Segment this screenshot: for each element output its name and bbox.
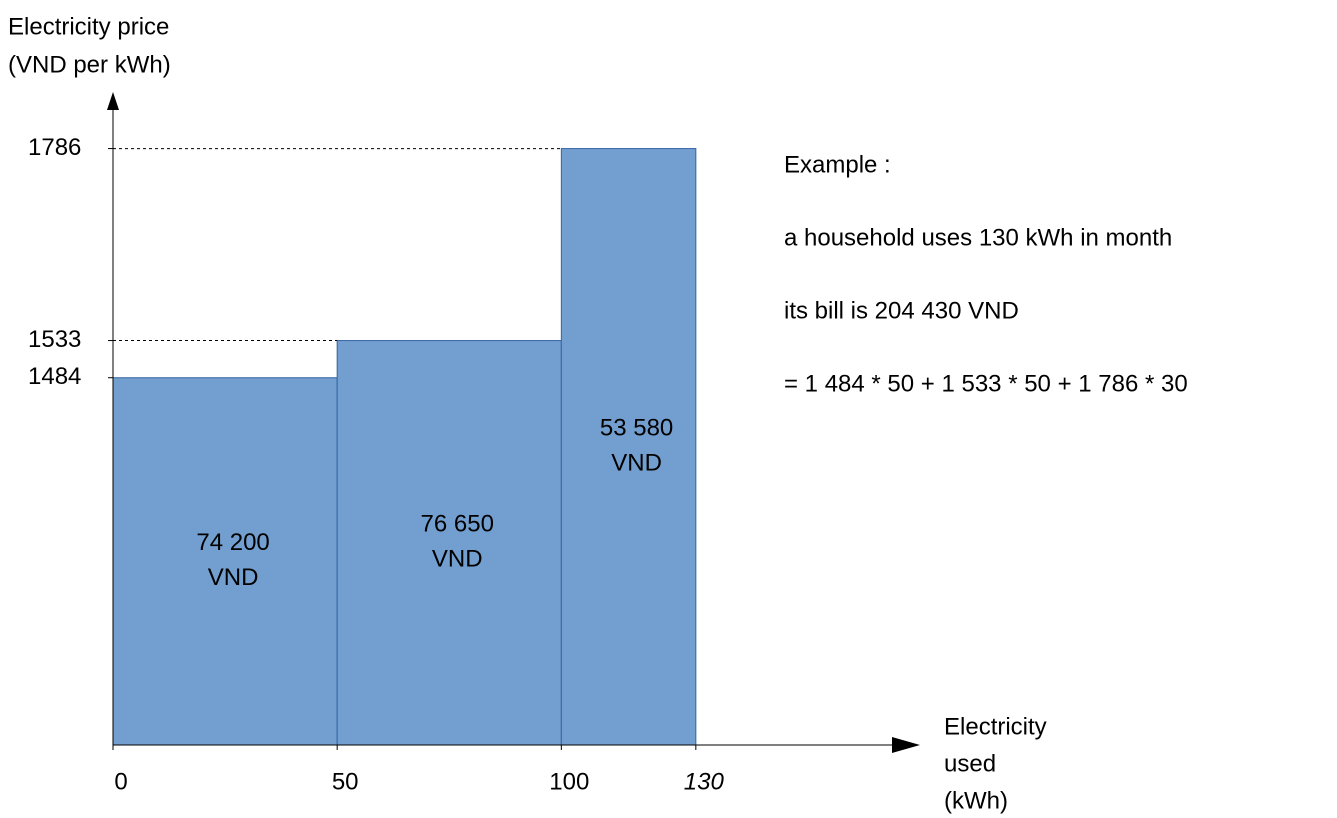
x-tick-label: 130 [684,768,725,795]
y-tick-label: 1533 [28,326,81,353]
bar-label: 76 650 [421,511,494,538]
x-tick-label: 100 [549,768,589,795]
x-axis-label: used [944,750,996,777]
bar [112,377,338,746]
bar-label: 53 580 [600,415,673,442]
x-axis-arrow [892,737,920,753]
bar-label: 74 200 [196,529,269,556]
x-axis-label: (kWh) [944,787,1008,814]
y-axis-label: (VND per kWh) [8,51,171,78]
bar-label: VND [432,546,483,573]
x-axis-label: Electricity [944,713,1047,740]
bar [560,148,697,746]
note: = 1 484 * 50 + 1 533 * 50 + 1 786 * 30 [784,370,1188,397]
x-tick-label: 50 [332,768,359,795]
y-axis-label: Electricity price [8,13,169,40]
y-tick-label: 1484 [28,363,81,390]
bar-label: VND [611,450,662,477]
y-tick-label: 1786 [28,134,81,161]
x-tick-label: 0 [114,768,127,795]
note: a household uses 130 kWh in month [784,224,1172,251]
note: Example : [784,151,891,178]
y-axis-arrow [107,92,119,110]
bar-label: VND [208,564,259,591]
note: its bill is 204 430 VND [784,297,1019,324]
bar [336,340,562,746]
